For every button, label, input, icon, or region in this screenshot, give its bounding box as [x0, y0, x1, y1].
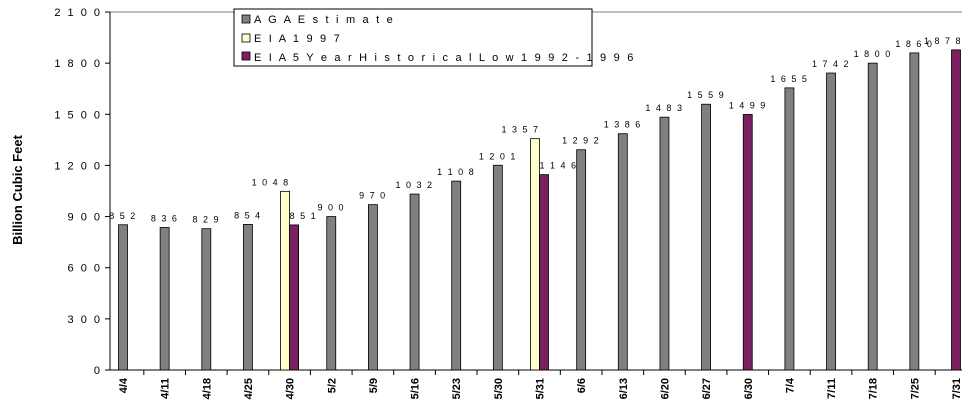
data-label: 8 5 2	[109, 211, 137, 221]
bar-aga	[118, 224, 128, 371]
x-tick-label: 5/9	[368, 378, 380, 393]
data-label: 1 6 5 5	[770, 74, 808, 84]
x-axis: 4/4 4/11 4/18 4/25 4/30 5/2 5/9 5/16 5/23 5/30 5/3…	[110, 369, 962, 399]
bar-aga	[826, 72, 836, 371]
data-label: 8 2 9	[193, 215, 221, 225]
x-tick-label: 4/4	[118, 377, 130, 393]
legend-swatch-eia-low	[241, 51, 251, 61]
x-tick-label: 7/4	[784, 377, 796, 393]
x-tick-label: 4/25	[243, 378, 255, 399]
data-label: 9 7 0	[359, 191, 387, 201]
x-tick-label: 5/30	[493, 378, 505, 399]
data-label: 8 5 1	[290, 211, 318, 221]
y-axis: 0 3 0 0 6 0 0 9 0 0 1 2 0 0 1 5 0 0 1 8 0 0 2 1…	[54, 7, 111, 377]
bars	[118, 49, 961, 371]
bar-aga	[159, 227, 170, 371]
y-tick-label: 1 2 0 0	[54, 160, 102, 172]
y-tick-label: 1 5 0 0	[54, 109, 102, 121]
x-tick-label: 5/16	[410, 378, 422, 399]
bar-aga	[492, 164, 503, 371]
y-tick-label: 6 0 0	[68, 263, 102, 275]
bar-aga	[201, 228, 212, 371]
x-tick-label: 5/31	[535, 378, 547, 399]
x-tick-label: 6/20	[659, 378, 671, 399]
legend-box	[233, 8, 593, 67]
legend-label-eia1997: E I A 1 9 9 7	[254, 33, 342, 45]
bar-aga	[409, 193, 420, 371]
bar-aga	[243, 224, 253, 371]
bar-eia1997	[280, 190, 291, 371]
x-tick-label: 6/13	[618, 378, 630, 399]
data-label: 1 7 4 2	[812, 59, 850, 69]
bar-eia-low	[951, 49, 961, 371]
data-label: 9 0 0	[317, 203, 345, 213]
x-tick-label: 5/23	[451, 378, 463, 399]
data-label: 1 2 0 1	[479, 151, 517, 161]
bar-aga	[701, 103, 711, 371]
bar-eia-low	[289, 224, 300, 371]
bar-aga	[576, 149, 587, 371]
y-tick-label: 0	[94, 365, 102, 377]
x-tick-label: 7/25	[909, 378, 921, 399]
y-tick-label: 2 1 0 0	[54, 7, 102, 19]
data-label: 1 5 5 9	[687, 90, 725, 100]
bar-aga	[617, 133, 628, 371]
data-label: 1 1 0 8	[437, 167, 475, 177]
legend-label-aga: A G A E s t i m a t e	[254, 14, 395, 26]
data-label: 1 3 5 7	[501, 125, 539, 135]
x-tick-label: 5/2	[326, 378, 338, 393]
bar-aga	[451, 180, 462, 371]
bar-aga	[326, 216, 337, 371]
x-tick-label: 7/11	[826, 378, 838, 399]
bar-eia1997	[530, 138, 540, 371]
x-tick-label: 6/6	[576, 378, 588, 393]
data-label: 1 8 7 8	[924, 36, 962, 46]
x-tick-label: 7/31	[951, 378, 962, 399]
data-label: 1 4 9 9	[729, 100, 767, 110]
data-label: 1 3 8 6	[604, 120, 642, 130]
data-label: 8 3 6	[151, 213, 179, 223]
legend-swatch-eia1997	[241, 33, 251, 43]
bar-aga	[367, 204, 378, 371]
data-label: 1 8 0 0	[854, 49, 892, 59]
x-tick-label: 6/30	[743, 378, 755, 399]
x-tick-label: 7/18	[868, 378, 880, 399]
x-tick-label: 4/30	[285, 378, 297, 399]
bar-eia-low	[742, 114, 753, 371]
data-label: 1 0 3 2	[396, 180, 434, 190]
legend-swatch-aga	[241, 14, 251, 24]
bar-aga	[867, 62, 878, 371]
data-label: 8 5 4	[234, 210, 262, 220]
data-label: 1 2 9 2	[562, 136, 600, 146]
x-tick-label: 6/27	[701, 378, 713, 399]
data-label: 1 1 4 6	[540, 161, 578, 171]
x-tick-label: 4/18	[201, 378, 213, 399]
bar-aga	[909, 52, 920, 371]
bar-eia-low	[539, 174, 549, 371]
x-tick-label: 4/11	[160, 378, 172, 399]
bar-aga	[784, 87, 795, 371]
data-labels: 8 5 2 8 3 6 8 2 9 8 5 4 1 0 4 8 8 5 19 0 0 9 7…	[109, 36, 962, 225]
y-tick-label: 9 0 0	[68, 212, 102, 224]
y-tick-label: 1 8 0 0	[54, 58, 102, 70]
y-axis-title: Billion Cubic Feet	[10, 134, 25, 244]
y-tick-label: 3 0 0	[68, 314, 102, 326]
bar-aga	[659, 116, 670, 371]
legend: A G A E s t i m a t e E I A 1 9 9 7 E I …	[233, 8, 636, 67]
data-label: 1 8 6 0	[895, 39, 933, 49]
data-label: 1 0 4 8	[252, 177, 290, 187]
legend-label-eia-low: E I A 5 Y e a r H i s t o r i c a l L o …	[254, 52, 636, 64]
data-label: 1 4 8 3	[645, 103, 683, 113]
